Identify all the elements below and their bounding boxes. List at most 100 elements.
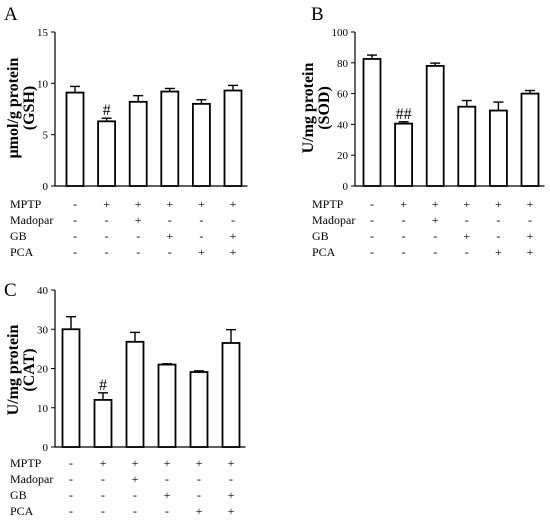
plus-sign: + (164, 456, 171, 470)
minus-sign: - (73, 197, 77, 211)
minus-sign: - (73, 213, 77, 227)
plus-sign: + (166, 229, 173, 243)
significance-marker: # (103, 102, 111, 119)
condition-table-c: MPTP - + + + + + Madopar - - + - - - GB - - - + - + PCA - - - - + + (10, 456, 235, 518)
minus-sign: - (229, 472, 233, 486)
condition-label: GB (10, 488, 27, 502)
plus-sign: + (228, 488, 235, 502)
plus-sign: + (463, 229, 470, 243)
condition-label: PCA (10, 504, 34, 518)
minus-sign: - (101, 504, 105, 518)
plus-sign: + (400, 197, 407, 211)
bar (520, 92, 540, 187)
y-tick-label: 0 (43, 181, 49, 193)
significance-marker: ## (396, 106, 412, 123)
condition-label: PCA (10, 245, 34, 259)
bar (425, 64, 445, 187)
plus-sign: + (135, 197, 142, 211)
plus-sign: + (230, 245, 237, 259)
condition-label: Madopar (312, 213, 355, 227)
panel-a: A μmol/g protein (GSH) 0 5 10 15 # MPTP - + + + +… (4, 4, 248, 259)
y-tick-label: 60 (337, 89, 349, 101)
panel-label-c: C (4, 280, 17, 301)
plus-sign: + (527, 197, 534, 211)
y-axis-label-a-line2: (GSH) (21, 86, 38, 130)
plus-sign: + (432, 197, 439, 211)
bar (125, 340, 145, 448)
plus-sign: + (198, 245, 205, 259)
minus-sign: - (199, 213, 203, 227)
minus-sign: - (370, 213, 374, 227)
minus-sign: - (528, 213, 532, 227)
minus-sign: - (433, 229, 437, 243)
y-tick-label: 80 (337, 58, 349, 70)
condition-label: Madopar (10, 213, 53, 227)
minus-sign: - (69, 504, 73, 518)
y-tick-label: 15 (37, 27, 49, 39)
bar (61, 328, 81, 448)
plus-sign: + (164, 488, 171, 502)
minus-sign: - (165, 504, 169, 518)
minus-sign: - (199, 229, 203, 243)
significance-marker: # (99, 377, 107, 394)
y-axis-label-a-line1: μmol/g protein (5, 58, 22, 159)
minus-sign: - (73, 245, 77, 259)
minus-sign: - (69, 456, 73, 470)
minus-sign: - (168, 245, 172, 259)
minus-sign: - (402, 229, 406, 243)
y-axis-label-c-line1: U/mg protein (5, 324, 22, 415)
condition-label: MPTP (312, 197, 344, 211)
plus-sign: + (196, 456, 203, 470)
plus-sign: + (100, 456, 107, 470)
plot-area-a: 0 5 10 15 # (37, 27, 248, 193)
bar (394, 122, 414, 187)
minus-sign: - (231, 213, 235, 227)
minus-sign: - (370, 197, 374, 211)
bar (65, 91, 85, 187)
condition-label: MPTP (10, 456, 42, 470)
bar (97, 120, 116, 187)
minus-sign: - (496, 229, 500, 243)
y-tick-label: 30 (37, 324, 49, 336)
condition-label: MPTP (10, 197, 42, 211)
minus-sign: - (69, 472, 73, 486)
plus-sign: + (527, 229, 534, 243)
y-tick-label: 40 (337, 119, 349, 131)
minus-sign: - (465, 213, 469, 227)
minus-sign: - (105, 213, 109, 227)
plus-sign: + (135, 213, 142, 227)
plus-sign: + (196, 504, 203, 518)
bar (223, 89, 243, 187)
condition-label: Madopar (10, 472, 53, 486)
minus-sign: - (402, 213, 406, 227)
minus-sign: - (101, 488, 105, 502)
bar (93, 398, 113, 448)
minus-sign: - (136, 229, 140, 243)
plus-sign: + (228, 456, 235, 470)
plus-sign: + (230, 197, 237, 211)
condition-table-b: MPTP - + + + + + Madopar - - + - - - GB - - - + - + PCA - - - - + + (312, 197, 534, 259)
minus-sign: - (69, 488, 73, 502)
minus-sign: - (197, 472, 201, 486)
plus-sign: + (463, 197, 470, 211)
minus-sign: - (136, 245, 140, 259)
plot-area-b: 0 20 40 60 80 100 ## (332, 27, 545, 193)
plot-area-c: 0 10 20 30 40 # (37, 285, 246, 454)
y-axis-label-b-line2: (SOD) (316, 86, 333, 130)
bar (362, 58, 382, 187)
y-tick-label: 0 (343, 181, 349, 193)
plus-sign: + (103, 197, 110, 211)
y-tick-label: 10 (37, 78, 49, 90)
bar (160, 90, 180, 187)
bar (221, 342, 241, 448)
y-axis-label-b-line1: U/mg protein (300, 62, 317, 153)
plus-sign: + (527, 245, 534, 259)
panel-c: C U/mg protein (CAT) 0 10 20 30 40 # MPTP - + + +… (4, 280, 246, 518)
bar (191, 102, 211, 187)
y-tick-label: 0 (43, 442, 49, 454)
minus-sign: - (197, 488, 201, 502)
condition-label: GB (10, 229, 27, 243)
minus-sign: - (465, 245, 469, 259)
minus-sign: - (402, 245, 406, 259)
